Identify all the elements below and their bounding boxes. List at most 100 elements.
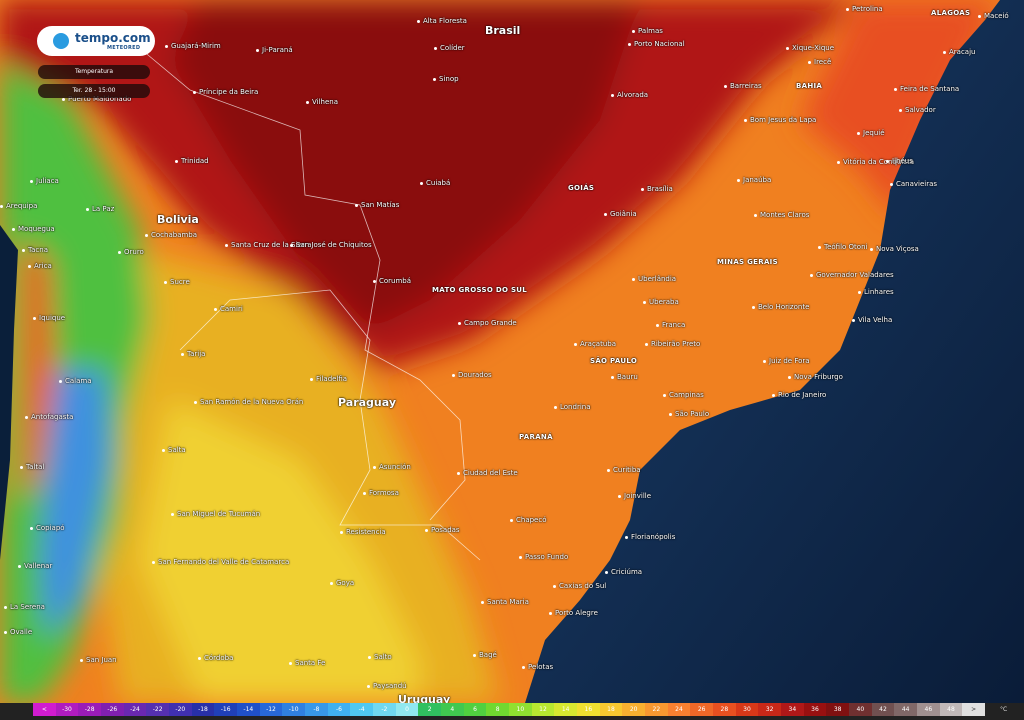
logo[interactable]: tempo.com METEORED — [37, 26, 155, 56]
city-label: Linhares — [858, 288, 894, 296]
scale-tick: -26 — [101, 703, 124, 716]
city-label: Canavieiras — [890, 180, 937, 188]
city-label: Alta Floresta — [417, 17, 467, 25]
scale-tick: 14 — [554, 703, 577, 716]
city-label: San José de Chiquitos — [290, 241, 372, 249]
city-label: Paysandú — [367, 682, 407, 690]
city-label: San Juan — [80, 656, 117, 664]
scale-tick: -24 — [123, 703, 147, 716]
city-label: Rio de Janeiro — [772, 391, 826, 399]
unit: °C — [1000, 706, 1008, 713]
city-label: São Paulo — [669, 410, 709, 418]
scale-tick: 32 — [758, 703, 781, 716]
city-label: Bauru — [611, 373, 638, 381]
pacific-ocean — [0, 225, 18, 560]
color-scale: °C < -30 -28 -26 -24 -22 -20 -18 -16 -14 -12 -10 -8 -6… — [0, 703, 1024, 720]
city-label: Uberaba — [643, 298, 679, 306]
city-label: Goiânia — [604, 210, 637, 218]
city-label: San Miguel de Tucumán — [171, 510, 260, 518]
city-label: Goya — [330, 579, 354, 587]
scale-tick: 4 — [441, 703, 464, 716]
city-label: Guajará-Mirim — [165, 42, 221, 50]
city-label: Feira de Santana — [894, 85, 959, 93]
city-label: Moquegua — [12, 225, 55, 233]
city-label: Taltal — [20, 463, 44, 471]
city-label: Uberlândia — [632, 275, 676, 283]
city-label: Bom Jesus da Lapa — [744, 116, 816, 124]
scale-tick: -28 — [78, 703, 101, 716]
city-label: Ji-Paraná — [256, 46, 293, 54]
scale-tick: 28 — [713, 703, 736, 716]
city-label: Iquique — [33, 314, 65, 322]
city-label: Príncipe da Beira — [193, 88, 258, 96]
scale-tick: 18 — [599, 703, 623, 716]
city-label: Puerto Maldonado — [62, 95, 131, 103]
city-label: Alvorada — [611, 91, 648, 99]
city-label: Camiri — [214, 305, 243, 313]
scale-tick: 22 — [645, 703, 668, 716]
city-label: San Matías — [355, 201, 399, 209]
time-selector[interactable]: Ter. 28 - 15:00 — [38, 84, 150, 98]
city-label: Brasília — [641, 185, 673, 193]
atlantic-ocean — [525, 0, 1024, 703]
city-label: Barreiras — [724, 82, 762, 90]
city-label: Vilhena — [306, 98, 338, 106]
city-label: Caxias do Sul — [553, 582, 606, 590]
city-label: Sinop — [433, 75, 459, 83]
city-label: Salto — [368, 653, 392, 661]
city-label: Ilhéus — [886, 157, 913, 165]
scale-tick: 26 — [690, 703, 713, 716]
city-label: Aracaju — [943, 48, 975, 56]
city-label: Governador Valadares — [810, 271, 894, 279]
city-label: Posadas — [425, 526, 460, 534]
city-label: Calama — [59, 377, 92, 385]
city-label: Córdoba — [198, 654, 233, 662]
city-label: Copiapó — [30, 524, 65, 532]
city-label: La Serena — [4, 603, 45, 611]
city-label: Bagé — [473, 651, 497, 659]
city-label: Criciúma — [605, 568, 642, 576]
city-label: Arica — [28, 262, 52, 270]
city-label: Maceió — [978, 12, 1009, 20]
scale-tick: -10 — [282, 703, 305, 716]
city-label: La Paz — [86, 205, 114, 213]
scale-tick: -8 — [305, 703, 328, 716]
city-label: Araçatuba — [574, 340, 616, 348]
city-label: Nova Viçosa — [870, 245, 919, 253]
layer-selector[interactable]: Temperatura — [38, 65, 150, 79]
scale-tick: 38 — [826, 703, 849, 716]
country-label: Uruguay — [398, 693, 451, 706]
city-label: Passo Fundo — [519, 553, 568, 561]
state-label: MATO GROSSO DO SUL — [432, 286, 528, 294]
state-label: SÃO PAULO — [590, 357, 638, 365]
city-label: Arequipa — [0, 202, 37, 210]
city-label: Cuiabá — [420, 179, 450, 187]
city-label: Cochabamba — [145, 231, 197, 239]
city-label: Antofagasta — [25, 413, 73, 421]
city-label: Salvador — [899, 106, 936, 114]
city-label: Vallenar — [18, 562, 52, 570]
scale-tick: 40 — [849, 703, 872, 716]
brand: tempo.com — [75, 31, 151, 45]
city-label: Pelotas — [522, 663, 553, 671]
city-label: Campo Grande — [458, 319, 517, 327]
scale-tick: 34 — [781, 703, 804, 716]
scale-tick: -14 — [237, 703, 260, 716]
city-label: Trinidad — [175, 157, 209, 165]
city-label: Juiz de Fora — [763, 357, 810, 365]
city-label: Petrolina — [846, 5, 883, 13]
scale-tick: -30 — [55, 703, 79, 716]
scale-tick: -16 — [214, 703, 237, 716]
country-label: Paraguay — [338, 396, 396, 409]
scale-tick: -22 — [146, 703, 169, 716]
scale-tick: 36 — [803, 703, 827, 716]
city-label: Colíder — [434, 44, 465, 52]
city-label: Corumbá — [373, 277, 411, 285]
scale-tick: 12 — [531, 703, 555, 716]
logo-icon — [53, 33, 69, 49]
scale-tick: -2 — [373, 703, 396, 716]
city-label: San Ramón de la Nueva Orán — [194, 398, 303, 406]
scale-low: < — [33, 703, 56, 716]
city-label: Chapecó — [510, 516, 547, 524]
scale-tick: 0 — [395, 703, 419, 716]
